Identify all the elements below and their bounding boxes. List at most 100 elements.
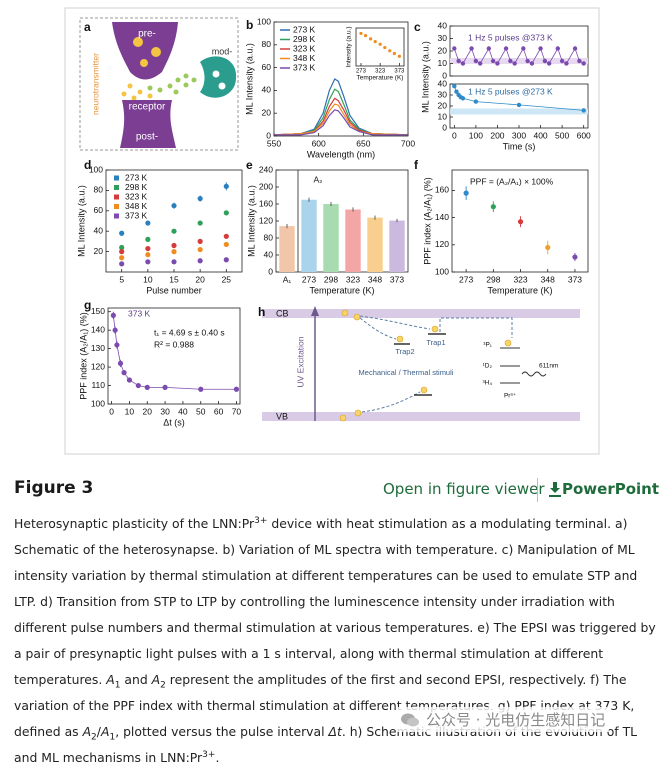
data-point — [126, 377, 133, 383]
data-point — [198, 386, 204, 392]
panel-letter: d — [84, 158, 91, 172]
data-point — [162, 384, 168, 390]
annotation: 1 Hz 5 pulses @273 K — [468, 86, 553, 96]
y-tick-label: 40 — [264, 249, 274, 259]
data-point — [452, 46, 457, 51]
transfer-arrows — [359, 315, 513, 413]
series-line — [273, 78, 409, 136]
data-point — [119, 249, 125, 255]
cb-band — [262, 309, 580, 318]
annotation: PPF = (A₂/A₁) × 100% — [470, 176, 554, 186]
data-point — [577, 58, 582, 64]
panel-letter: e — [246, 158, 253, 172]
panel-letter: a — [84, 20, 91, 34]
data-point — [119, 261, 125, 267]
caption-i: A — [100, 724, 110, 739]
data-point — [223, 257, 229, 263]
x-tick-label: 650 — [356, 138, 370, 148]
y-tick-label: 140 — [435, 212, 449, 222]
legend-label: 323 K — [125, 191, 148, 201]
trap2-label: Trap2 — [395, 347, 414, 356]
postsynapse — [120, 100, 176, 148]
x-tick-label: 273 — [459, 274, 473, 284]
y-tick-label: 20 — [262, 107, 272, 117]
y-tick-label: 160 — [435, 185, 449, 195]
x-tick-label: 298 — [324, 274, 338, 284]
annotation: 373 K — [128, 308, 151, 318]
y-tick-label: 120 — [91, 361, 105, 371]
legend-swatch — [114, 204, 119, 209]
reference-band — [450, 58, 588, 64]
data-point — [581, 108, 586, 113]
figure: pre- neurotransmitter receptor post- mod… — [64, 7, 600, 455]
legend-label: 373 K — [125, 210, 148, 220]
plot-frame — [355, 27, 405, 67]
data-point — [521, 46, 526, 51]
data-point — [197, 220, 203, 226]
caption-sup: 3+ — [254, 515, 268, 526]
data-point — [486, 46, 492, 51]
plot-frame — [273, 21, 409, 137]
data-point — [197, 238, 203, 244]
ion-label: Pr³⁺ — [504, 393, 517, 400]
vb-band — [262, 412, 580, 421]
y-tick-label: 80 — [94, 185, 104, 195]
y-tick-label: 0 — [442, 122, 447, 132]
caption-text: device with heat stimulation as a modula… — [14, 516, 656, 687]
panel-letter: f — [414, 158, 419, 172]
y-tick-label: 240 — [259, 164, 273, 174]
reference-band — [450, 108, 588, 115]
x-tick-label: 10 — [143, 274, 153, 284]
data-point — [546, 61, 552, 66]
modulator-particles — [147, 73, 197, 95]
x-tick-label: 50 — [196, 406, 206, 416]
data-point — [119, 244, 125, 251]
x-tick-label: 273 — [302, 274, 316, 284]
x-tick-label: 348 — [368, 274, 382, 284]
data-point — [197, 195, 203, 202]
data-point — [145, 259, 151, 265]
x-axis-label: Temperature (K) — [487, 285, 552, 295]
y-tick-label: 130 — [91, 343, 105, 353]
y-tick-label: 100 — [91, 398, 105, 408]
x-tick-label: 10 — [125, 406, 135, 416]
caption-sub: 2 — [91, 732, 97, 743]
data-point — [112, 327, 118, 333]
data-point — [223, 183, 229, 189]
y-axis-label: PPF index (A₂/A₁) (%) — [78, 312, 88, 400]
data-point — [456, 58, 461, 64]
y-axis-label: ML Intensity (a.u.) — [76, 185, 86, 257]
annotation: t₁ = 4.69 s ± 0.40 s — [154, 327, 225, 337]
level-label: ¹D₂ — [483, 363, 493, 370]
y-tick-label: 60 — [262, 62, 272, 72]
data-point — [368, 37, 373, 41]
bar — [367, 217, 383, 272]
data-point — [460, 96, 466, 101]
caption-i: Δt — [328, 724, 342, 739]
x-axis-label: Time (s) — [503, 141, 536, 151]
data-point — [538, 46, 543, 51]
y-tick-label: 30 — [438, 33, 448, 43]
caption-i: A — [82, 724, 92, 739]
download-icon — [549, 482, 561, 497]
plot-frame — [451, 169, 589, 273]
data-point — [564, 61, 569, 66]
bar — [279, 226, 295, 272]
y-tick-label: 0 — [268, 266, 273, 276]
data-point — [359, 31, 363, 36]
y-tick-label: 200 — [259, 181, 273, 191]
data-point — [490, 58, 496, 64]
x-tick-label: 298 — [486, 274, 500, 284]
x-tick-label: 300 — [512, 130, 526, 140]
trap1-label: Trap1 — [426, 338, 445, 347]
y-tick-label: 0 — [266, 130, 271, 140]
figure-viewer-link[interactable]: Open in figure viewer — [383, 480, 545, 498]
data-point — [452, 84, 457, 89]
data-point — [114, 342, 120, 348]
powerpoint-link[interactable]: PowerPoint — [548, 480, 659, 498]
data-point — [559, 58, 565, 64]
data-point — [495, 61, 500, 66]
data-point — [508, 58, 513, 64]
x-tick-label: 30 — [160, 406, 170, 416]
legend-swatch — [114, 213, 119, 219]
